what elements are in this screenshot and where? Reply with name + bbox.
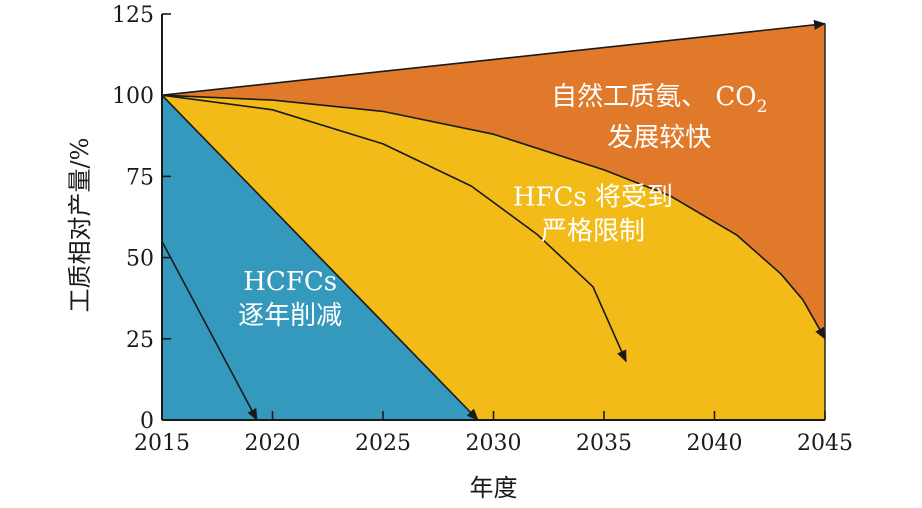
annotation-line: 自然工质氨、 CO <box>551 82 756 112</box>
arrow-1 <box>161 241 258 421</box>
annotation-line: 严格限制 <box>541 217 645 247</box>
y-tick-label: 50 <box>126 247 154 272</box>
annotation-3: HCFCs 逐年削减 <box>238 267 342 331</box>
y-axis-title: 工质相对产量/% <box>66 138 94 313</box>
x-tick-label: 2025 <box>355 431 411 456</box>
annotation-line: 发展较快 <box>607 123 711 153</box>
y-tick-label: 125 <box>112 3 154 28</box>
x-tick-label: 2015 <box>134 431 190 456</box>
arrows-layer <box>161 19 826 421</box>
y-tick-label: 75 <box>126 165 154 190</box>
axes-layer: 0 25 50 75 100 125 2015 2020 2025 2030 2035 2040 204… <box>112 3 853 456</box>
annotation-line: HFCs 将受到 <box>513 183 673 213</box>
x-tick-label: 2045 <box>797 431 853 456</box>
arrow-2 <box>161 94 479 421</box>
arrow-3 <box>161 94 627 363</box>
x-tick-label: 2020 <box>245 431 301 456</box>
annotation-1: 自然工质氨、 CO2 发展较快 <box>551 82 767 153</box>
x-tick-label: 2040 <box>687 431 743 456</box>
y-tick-label: 25 <box>126 328 154 353</box>
x-axis-title: 年度 <box>470 474 518 502</box>
x-tick-label: 2035 <box>576 431 632 456</box>
x-tick-label: 2030 <box>466 431 522 456</box>
arrow-4 <box>161 94 826 340</box>
y-tick-label: 100 <box>112 84 154 109</box>
annotation-line: 逐年削减 <box>238 301 342 331</box>
annotation-subscript: 2 <box>757 97 768 117</box>
annotation-2: HFCs 将受到严格限制 <box>513 183 673 247</box>
y-tick-label: 0 <box>140 409 154 434</box>
labels-layer: 自然工质氨、 CO2 发展较快 HFCs 将受到严格限制 HCFCs 逐年削减 <box>238 82 767 331</box>
annotation-line: HCFCs <box>243 267 337 297</box>
arrow-5 <box>161 19 826 96</box>
